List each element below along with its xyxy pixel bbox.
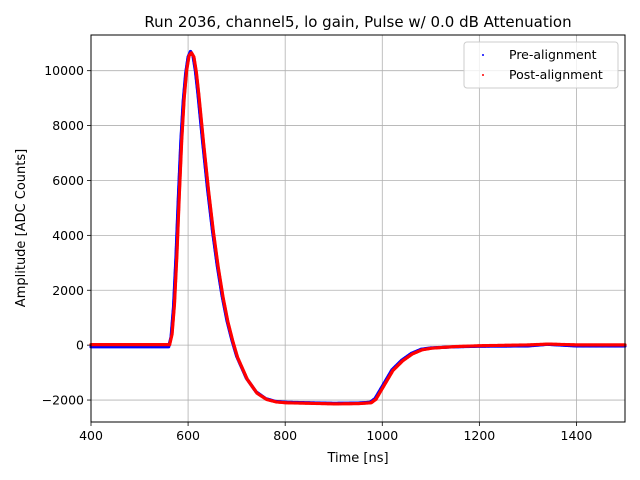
series-layer <box>89 49 627 406</box>
legend-frame <box>463 41 619 89</box>
x-tick-label: 800 <box>273 428 297 443</box>
ticks: 400 600 800 1000 1200 1400 −2000 0 2000 4000 6000 8… <box>42 63 593 443</box>
x-tick-label: 400 <box>79 428 103 443</box>
plot-frame <box>90 34 626 423</box>
y-tick-label: 8000 <box>52 118 84 133</box>
legend-label-post-alignment: Post-alignment <box>509 67 603 82</box>
legend: Pre-alignment Post-alignment <box>463 41 619 89</box>
y-tick-label: 0 <box>76 338 84 353</box>
x-tick-label: 1200 <box>463 428 495 443</box>
y-tick-label: 4000 <box>52 228 84 243</box>
legend-marker-pre-alignment <box>482 54 484 56</box>
y-tick-label: 10000 <box>44 63 84 78</box>
legend-label-pre-alignment: Pre-alignment <box>509 47 597 62</box>
y-tick-label: 2000 <box>52 283 84 298</box>
x-tick-label: 1400 <box>561 428 593 443</box>
x-axis-label: Time [ns] <box>326 451 388 466</box>
y-tick-label: −2000 <box>42 393 84 408</box>
chart-title: Run 2036, channel5, lo gain, Pulse w/ 0.… <box>144 13 571 31</box>
x-tick-label: 600 <box>176 428 200 443</box>
grid <box>90 35 625 422</box>
y-tick-label: 6000 <box>52 173 84 188</box>
series-post-alignment <box>89 51 627 406</box>
legend-marker-post-alignment <box>482 74 484 76</box>
x-tick-label: 1000 <box>366 428 398 443</box>
y-axis-label: Amplitude [ADC Counts] <box>14 149 29 307</box>
